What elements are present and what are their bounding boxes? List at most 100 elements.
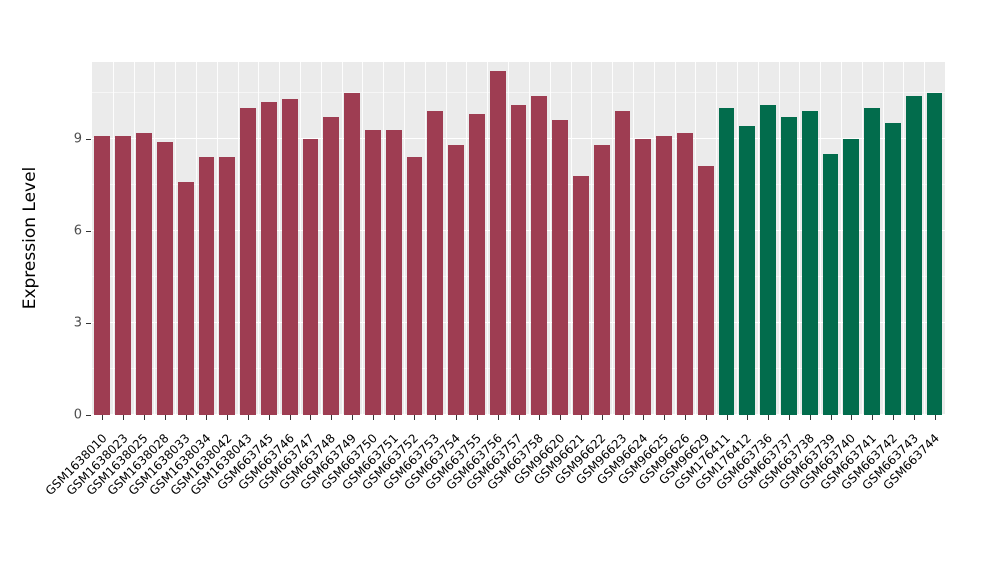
x-tick-mark [892,415,894,420]
x-tick-mark [622,415,624,420]
x-tick-mark [872,415,874,420]
x-tick-mark [934,415,936,420]
x-tick-mark [788,415,790,420]
bar [801,111,818,415]
y-tick-mark [86,230,91,232]
x-tick-mark [352,415,354,420]
x-tick-mark [539,415,541,420]
bar [260,101,277,415]
bar [364,129,381,415]
bar [344,92,360,415]
bar [136,132,152,415]
x-tick-mark [185,415,187,420]
x-tick-mark [809,415,811,420]
bar [302,138,319,415]
gridline-vertical [216,62,218,415]
bar [427,111,444,415]
bar [781,117,797,415]
gridline-vertical [175,62,177,415]
x-tick-mark [331,415,333,420]
gridline-vertical [237,62,239,415]
x-tick-mark [268,415,270,420]
x-tick-mark [144,415,145,420]
gridline-vertical [570,62,572,415]
y-axis-title: Expression Level [20,166,40,310]
x-tick-mark [518,415,520,420]
y-tick-mark [86,415,91,416]
bar [468,114,485,415]
bar [614,111,631,415]
x-tick-mark [102,415,104,420]
gridline-vertical [112,62,114,415]
gridline-minor [92,91,945,93]
bar [905,95,922,415]
gridline-vertical [196,62,198,415]
bar [552,120,568,415]
gridline-vertical [820,62,822,415]
bar [448,144,464,415]
bar [240,108,256,415]
gridline-vertical [466,62,468,415]
bar [677,132,693,415]
x-tick-mark [830,415,832,420]
bar [531,95,548,415]
bar [593,144,610,415]
x-tick-mark [913,415,915,420]
x-tick-mark [414,415,416,420]
x-tick-mark [664,415,666,420]
y-tick-label: 3 [73,315,82,331]
x-tick-mark [456,415,458,420]
x-tick-mark [289,415,291,420]
x-tick-mark [705,415,707,420]
gridline-vertical [695,62,697,415]
gridline-vertical [716,62,718,415]
gridline-vertical [861,62,863,415]
gridline-vertical [778,62,780,415]
y-tick-label: 9 [73,131,82,147]
gridline-vertical [487,62,489,415]
x-tick-mark [164,415,166,420]
bar [697,166,714,415]
bar [573,175,589,415]
x-tick-mark [684,415,686,420]
bar [219,157,236,415]
y-tick-mark [86,138,91,140]
bar [864,108,881,415]
x-tick-mark [248,415,250,420]
bar [115,135,132,415]
x-tick-mark [476,415,478,420]
x-tick-mark [435,415,437,420]
gridline-vertical [591,62,593,415]
bar [635,138,652,415]
bar [156,141,173,415]
x-tick-mark [227,415,229,420]
bar [843,138,860,415]
bar [739,126,756,415]
gridline-vertical [383,62,385,415]
gridline-vertical [549,62,551,415]
x-tick-mark [580,415,582,420]
x-tick-mark [497,415,499,420]
gridline-vertical [424,62,426,415]
bar [760,104,777,415]
x-tick-mark [123,415,125,420]
gridline-vertical [528,62,530,415]
bar [198,157,215,415]
bar [406,157,423,415]
x-tick-mark [601,415,603,420]
gridline-vertical [674,62,676,415]
gridline-vertical [404,62,406,415]
gridline-vertical [840,62,842,415]
gridline-vertical [300,62,302,415]
bar [822,154,839,415]
bar [177,181,194,415]
gridline-vertical [508,62,510,415]
x-tick-mark [310,415,312,420]
x-tick-mark [560,415,562,420]
x-tick-mark [393,415,395,420]
gridline-vertical [924,62,926,415]
gridline-vertical [154,62,156,415]
gridline-vertical [882,62,884,415]
gridline-vertical [341,62,343,415]
bar [885,123,901,415]
